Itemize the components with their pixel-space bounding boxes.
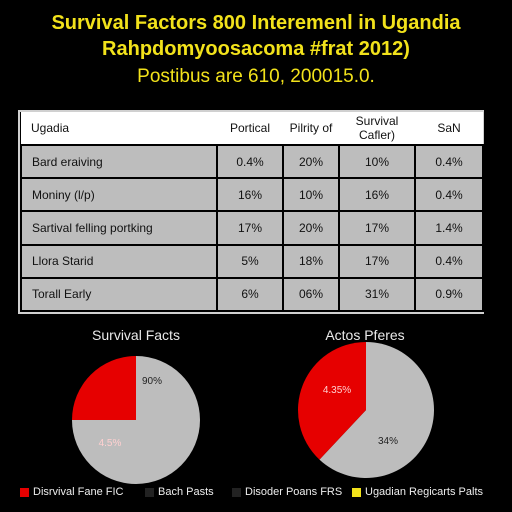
table-cell: 10% (282, 177, 340, 213)
legend-swatch (20, 487, 29, 497)
table-cell: 31% (338, 276, 416, 313)
table-row: Bard eraiving 0.4% 20% 10% 0.4% (20, 143, 484, 180)
table-row: Sartival felling portking 17% 20% 17% 1.… (20, 210, 484, 246)
table-header: Survival Cafler) (339, 112, 415, 146)
legend-item: Bach Pasts (145, 486, 214, 498)
legend-swatch (352, 487, 361, 497)
table-cell: 16% (338, 177, 416, 213)
table-cell: 18% (282, 243, 340, 279)
table-cell: 10% (338, 143, 416, 180)
table-cell: 17% (338, 243, 416, 279)
table-row: Llora Starid 5% 18% 17% 0.4% (20, 243, 484, 279)
chart-legend: Disrvival Fane FIC Bach Pasts Disoder Po… (0, 486, 512, 504)
pie-chart-2-title: Actos Pferes (325, 327, 405, 343)
legend-swatch (145, 487, 154, 497)
table-cell: 0.4% (414, 177, 484, 213)
table-header: Pilrity of (283, 112, 339, 146)
pie-slice (72, 356, 136, 420)
table-cell: 0.9% (414, 276, 484, 313)
table-cell: 17% (338, 210, 416, 246)
table-cell: 20% (282, 210, 340, 246)
table-cell: 5% (216, 243, 284, 279)
table-cell: 17% (216, 210, 284, 246)
table-cell: 16% (216, 177, 284, 213)
pie-slice (298, 342, 366, 460)
pie-slice-label: 34% (378, 436, 398, 447)
table-cell: Sartival felling portking (20, 210, 218, 246)
legend-item: Disrvival Fane FIC (20, 486, 123, 498)
pie-chart-1-title: Survival Facts (92, 327, 180, 343)
table-cell: Moniny (l/p) (20, 177, 218, 213)
table-cell: Torall Early (20, 276, 218, 313)
pie-slice-label: 90% (142, 376, 162, 387)
table-cell: 0.4% (414, 143, 484, 180)
table-cell: 06% (282, 276, 340, 313)
table-header: Ugadia (21, 112, 217, 146)
table-cell: Bard eraiving (20, 143, 218, 180)
legend-item: Ugadian Regicarts Palts (352, 486, 483, 498)
table-header-row: Ugadia Portical Pilrity of Survival Cafl… (21, 112, 483, 146)
chart-subtitle: Postibus are 610, 200015.0. (137, 66, 375, 87)
chart-title-line-1: Survival Factors 800 Interemenl in Ugand… (51, 12, 461, 34)
table-header: Portical (217, 112, 283, 146)
table-cell: 20% (282, 143, 340, 180)
table-header: SaN (415, 112, 483, 146)
table-cell: 1.4% (414, 210, 484, 246)
table-row: Torall Early 6% 06% 31% 0.9% (20, 276, 484, 313)
legend-swatch (232, 487, 241, 497)
table-cell: 6% (216, 276, 284, 313)
legend-label: Disoder Poans FRS (245, 486, 343, 498)
pie-slice (72, 356, 200, 484)
pie-slice-label: 4.5% (99, 438, 122, 449)
legend-label: Bach Pasts (158, 486, 214, 498)
pie-slice-label: 4.35% (323, 385, 351, 396)
data-table: Ugadia Portical Pilrity of Survival Cafl… (20, 112, 484, 313)
legend-item: Disoder Poans FRS (232, 486, 342, 498)
pie-slice (319, 342, 434, 478)
data-table-panel: Ugadia Portical Pilrity of Survival Cafl… (18, 110, 484, 314)
legend-label: Disrvival Fane FIC (33, 486, 124, 498)
chart-title-line-2: Rahpdomyoosacoma #frat 2012) (102, 38, 410, 60)
table-cell: 0.4% (216, 143, 284, 180)
legend-label: Ugadian Regicarts Palts (365, 486, 484, 498)
table-row: Moniny (l/p) 16% 10% 16% 0.4% (20, 177, 484, 213)
table-cell: Llora Starid (20, 243, 218, 279)
table-cell: 0.4% (414, 243, 484, 279)
